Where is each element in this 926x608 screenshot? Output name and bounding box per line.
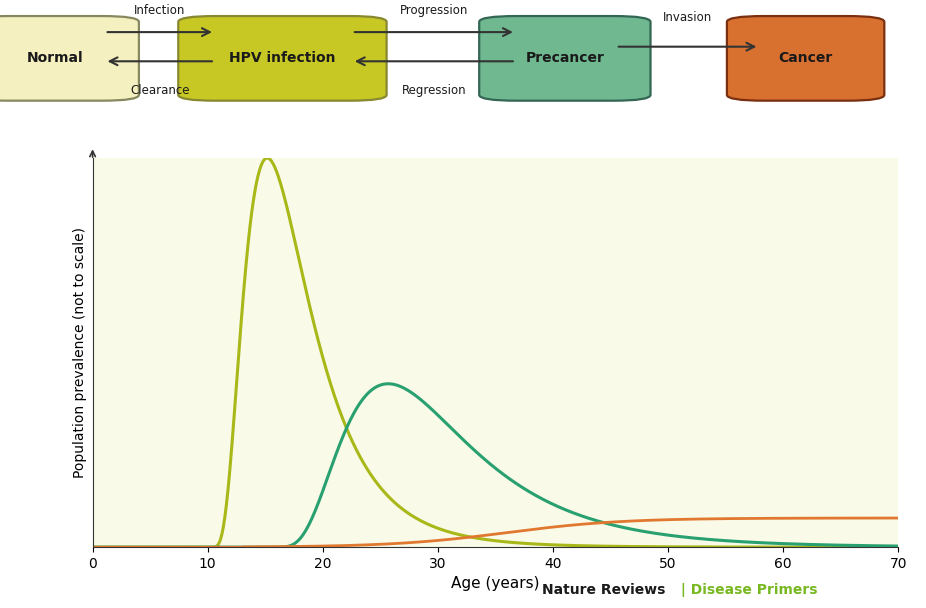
Text: Clearance: Clearance [130, 84, 190, 97]
Text: Regression: Regression [402, 84, 466, 97]
Text: Precancer: Precancer [525, 51, 605, 66]
Text: Normal: Normal [27, 51, 84, 66]
Text: Cancer: Cancer [779, 51, 832, 66]
Text: HPV infection: HPV infection [229, 51, 336, 66]
Text: Nature Reviews: Nature Reviews [542, 583, 665, 597]
Text: Infection: Infection [134, 4, 185, 16]
Text: Progression: Progression [400, 4, 468, 16]
FancyBboxPatch shape [178, 16, 387, 101]
FancyBboxPatch shape [0, 16, 139, 101]
X-axis label: Age (years): Age (years) [451, 576, 540, 592]
Text: | Disease Primers: | Disease Primers [676, 583, 818, 597]
Y-axis label: Population prevalence (not to scale): Population prevalence (not to scale) [73, 227, 87, 478]
Text: Invasion: Invasion [663, 11, 712, 24]
FancyBboxPatch shape [727, 16, 884, 101]
FancyBboxPatch shape [480, 16, 650, 101]
